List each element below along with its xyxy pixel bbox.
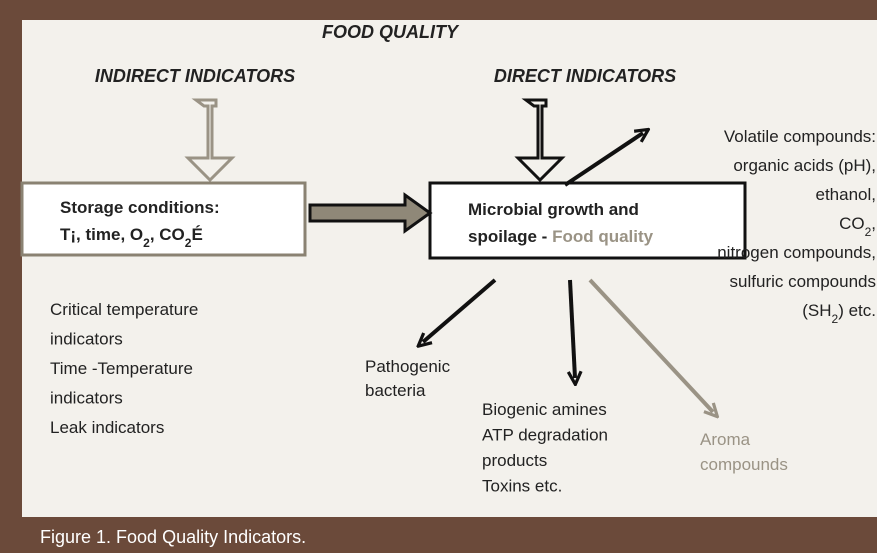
indirect-heading: INDIRECT INDICATORS [95,66,295,86]
label: Time -Temperature [50,359,193,378]
box-text: Storage conditions: [60,198,220,217]
label: indicators [50,330,123,349]
label: ATP degradation [482,426,608,445]
title: FOOD QUALITY [322,22,460,42]
storage-box [20,181,307,257]
label: organic acids (pH), [733,156,876,175]
arrow [563,133,643,187]
label: Pathogenic [365,357,451,376]
label: sulfuric compounds [730,272,876,291]
thick-arrow [308,192,433,234]
text-part: 2 [185,236,192,250]
text-part: 2 [832,312,839,326]
hollow-arrow [514,98,566,183]
label: CO2, [839,214,876,239]
microbial-box [428,181,747,260]
text-part: ) etc. [838,301,876,320]
label: Leak indicators [50,418,164,437]
arrow [570,279,575,378]
label: Aroma [700,430,751,449]
text-part: T¡, time, O [60,225,143,244]
label: nitrogen compounds, [717,243,876,262]
text-part: (SH [802,301,831,320]
text-part: , [871,214,876,233]
caption: Figure 1. Food Quality Indicators. [40,527,306,547]
arrow [423,278,497,342]
label: Biogenic amines [482,400,607,419]
box-text: T¡, time, O2, CO2É [60,225,203,250]
label: Critical temperature [50,300,198,319]
arrow [588,278,713,412]
text-part: 2 [143,236,150,250]
text-part: CO [839,214,865,233]
text-part: É [191,225,202,244]
label: Toxins etc. [482,477,562,496]
hollow-arrow [184,98,236,183]
text-part: , CO [150,225,185,244]
panel [22,20,877,517]
label: indicators [50,389,123,408]
label: compounds [700,455,788,474]
label: (SH2) etc. [802,301,876,326]
label: products [482,451,547,470]
label: bacteria [365,381,426,400]
label: Volatile compounds: [724,127,876,146]
box-text: Microbial growth and [468,200,639,219]
box-text: spoilage - Food quality [468,227,654,246]
direct-heading: DIRECT INDICATORS [494,66,676,86]
text-part: 2 [865,225,872,239]
label: ethanol, [816,185,877,204]
